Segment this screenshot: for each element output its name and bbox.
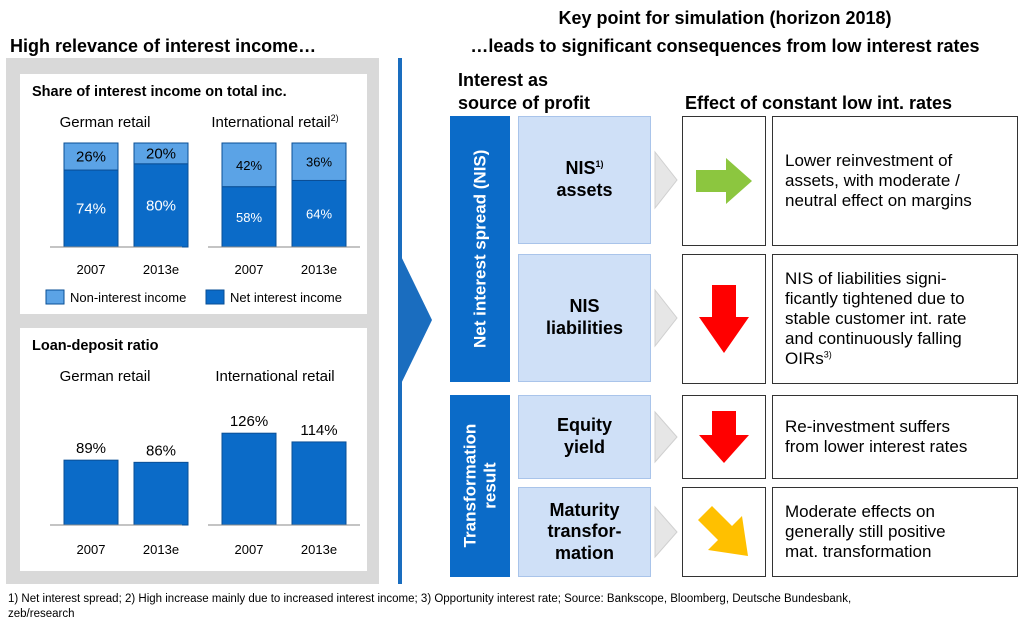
data-label-net: 74% xyxy=(76,201,106,218)
x-tick-label: 2007 xyxy=(77,262,106,277)
right-header-line2: …leads to significant consequences from … xyxy=(470,36,980,56)
chevron-right-icon xyxy=(654,288,678,348)
legend-label-non-interest-income: Non-interest income xyxy=(70,290,186,305)
bar-non-interest-income xyxy=(291,142,347,181)
share-card: Share of interest income on total inc. G… xyxy=(20,74,367,314)
col-effect-header: Effect of constant low int. rates xyxy=(685,93,953,113)
transformation-category-bar: Transformation result xyxy=(450,395,510,577)
col-interest-line1: Interest as xyxy=(458,70,549,90)
x-tick-label: 2007 xyxy=(235,262,264,277)
x-tick-label: 2013e xyxy=(301,542,337,557)
effect-arrow-box-2 xyxy=(682,254,766,384)
data-label: 126% xyxy=(230,413,268,430)
x-tick-label: 2013e xyxy=(143,262,179,277)
effect-arrow-box-1 xyxy=(682,116,766,246)
chevron-right-icon xyxy=(654,505,678,559)
transformation-label: Transformation result xyxy=(460,424,499,548)
share-chart: 74% 26% 2007 80% 20% 2013e 58% 42% 2007 64% 36% 201… xyxy=(45,142,360,305)
bar-net-interest-income xyxy=(291,179,347,248)
effect-text-box-1: Lower reinvestment of assets, with modera… xyxy=(772,116,1018,246)
source-equity-yield: Equity yield xyxy=(518,395,651,479)
ratio-group-international: International retail xyxy=(215,368,335,385)
bar-loan-deposit-ratio xyxy=(291,441,347,526)
effect-arrow-box-3 xyxy=(682,395,766,479)
bar-loan-deposit-ratio xyxy=(63,459,119,526)
bar-net-interest-income xyxy=(133,163,189,248)
legend-swatch-non-interest-income xyxy=(45,289,65,305)
x-tick-label: 2013e xyxy=(301,262,337,277)
x-tick-label: 2007 xyxy=(235,542,264,557)
bar-net-interest-income xyxy=(221,186,277,248)
bar-non-interest-income xyxy=(63,142,119,171)
left-header: High relevance of interest income… xyxy=(10,36,317,56)
nis-category-bar: Net interest spread (NIS) xyxy=(450,116,510,382)
share-group-german: German retail xyxy=(59,114,151,131)
ratio-card: Loan-deposit ratio German retail Interna… xyxy=(20,328,367,571)
col-interest-line2: source of profit xyxy=(458,93,591,113)
right-header-line1: Key point for simulation (horizon 2018) xyxy=(558,8,892,28)
left-panel: Share of interest income on total inc. G… xyxy=(6,58,379,584)
down-arrow-icon xyxy=(699,285,749,353)
bar-net-interest-income xyxy=(63,169,119,248)
effect-text-box-3: Re-investment suffers from lower interest… xyxy=(772,395,1018,479)
chevron-right-icon xyxy=(654,150,678,210)
source-maturity-transformation: Maturity transfor-mation xyxy=(518,487,651,577)
effect-text-box-2: NIS of liabilities signi-ficantly tighte… xyxy=(772,254,1018,384)
chevron-right-icon xyxy=(654,410,678,464)
ratio-group-german: German retail xyxy=(59,368,151,385)
source-nis-liabilities: NIS liabilities xyxy=(518,254,651,382)
x-tick-label: 2013e xyxy=(143,542,179,557)
bar-non-interest-income xyxy=(221,142,277,188)
bar-non-interest-income xyxy=(133,142,189,165)
down-arrow-icon xyxy=(699,411,749,463)
ratio-chart: 89% 2007 86% 2013e 126% 2007 114% 2013e xyxy=(50,413,360,557)
diagonal-arrow-icon xyxy=(698,506,748,556)
data-label-net: 80% xyxy=(146,197,176,214)
source-nis-assets: NIS1) assets xyxy=(518,116,651,244)
data-label: 86% xyxy=(146,442,176,459)
data-label-non: 42% xyxy=(236,158,262,173)
chevron-right-icon xyxy=(398,250,432,390)
share-group-international: International retail2) xyxy=(211,113,339,132)
nis-label: Net interest spread (NIS) xyxy=(470,149,490,349)
data-label-non: 26% xyxy=(76,149,106,166)
right-arrow-icon xyxy=(696,158,752,204)
data-label-non: 20% xyxy=(146,145,176,162)
bar-loan-deposit-ratio xyxy=(221,432,277,526)
legend-swatch-net-interest-income xyxy=(205,289,225,305)
x-tick-label: 2007 xyxy=(77,542,106,557)
data-label-non: 36% xyxy=(306,155,332,170)
footnote: 1) Net interest spread; 2) High increase… xyxy=(8,593,852,620)
data-label-net: 64% xyxy=(306,207,332,222)
effect-arrow-box-4 xyxy=(682,487,766,577)
data-label: 114% xyxy=(300,422,337,439)
bar-loan-deposit-ratio xyxy=(133,461,189,526)
data-label-net: 58% xyxy=(236,210,262,225)
data-label: 89% xyxy=(76,440,106,457)
legend-label-net-interest-income: Net interest income xyxy=(230,290,342,305)
effect-text-box-4: Moderate effects on generally still posit… xyxy=(772,487,1018,577)
share-chart-title: Share of interest income on total inc. xyxy=(32,84,287,100)
ratio-chart-title: Loan-deposit ratio xyxy=(32,338,159,354)
